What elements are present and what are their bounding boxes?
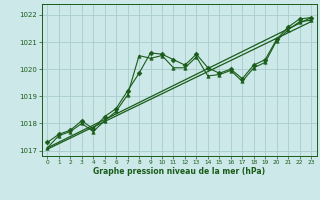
X-axis label: Graphe pression niveau de la mer (hPa): Graphe pression niveau de la mer (hPa)	[93, 167, 265, 176]
